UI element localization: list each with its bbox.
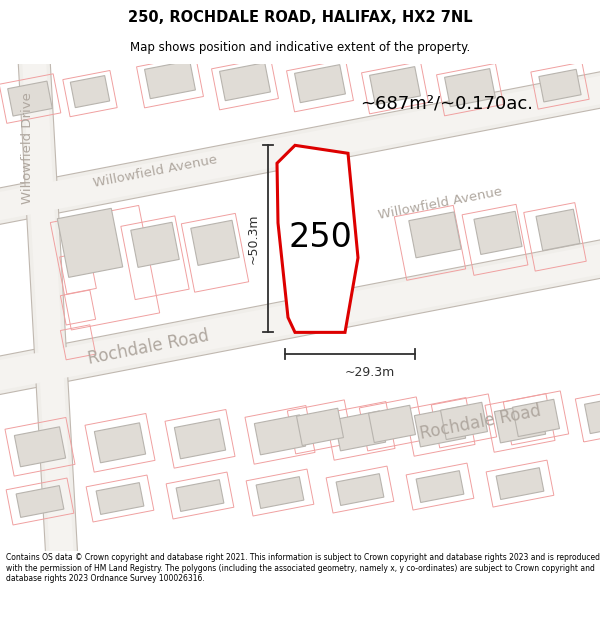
Polygon shape	[496, 468, 544, 499]
Polygon shape	[8, 81, 52, 116]
Polygon shape	[296, 408, 343, 446]
Polygon shape	[336, 474, 384, 506]
Polygon shape	[440, 402, 487, 439]
Text: Contains OS data © Crown copyright and database right 2021. This information is : Contains OS data © Crown copyright and d…	[6, 553, 600, 583]
Text: ~687m²/~0.170ac.: ~687m²/~0.170ac.	[360, 94, 533, 112]
Polygon shape	[277, 146, 358, 332]
Polygon shape	[494, 403, 545, 443]
Polygon shape	[70, 76, 110, 108]
Polygon shape	[0, 74, 600, 222]
Polygon shape	[0, 242, 600, 392]
Polygon shape	[191, 220, 239, 266]
Text: Willowfield Drive: Willowfield Drive	[22, 92, 35, 204]
Text: Rochdale Road: Rochdale Road	[418, 401, 542, 442]
Polygon shape	[0, 239, 600, 396]
Text: Willowfield Avenue: Willowfield Avenue	[92, 152, 218, 189]
Polygon shape	[474, 211, 522, 254]
Polygon shape	[16, 486, 64, 518]
Polygon shape	[415, 407, 466, 447]
Polygon shape	[220, 62, 271, 101]
Polygon shape	[512, 399, 559, 437]
Polygon shape	[445, 69, 496, 107]
Polygon shape	[14, 427, 65, 467]
Polygon shape	[416, 471, 464, 502]
Text: Willowfield Avenue: Willowfield Avenue	[377, 184, 503, 221]
Text: ~29.3m: ~29.3m	[345, 366, 395, 379]
Polygon shape	[536, 209, 580, 251]
Polygon shape	[131, 222, 179, 268]
Polygon shape	[175, 419, 226, 459]
Text: 250: 250	[288, 221, 352, 254]
Polygon shape	[584, 396, 600, 434]
Polygon shape	[176, 479, 224, 511]
Polygon shape	[409, 212, 461, 258]
Polygon shape	[22, 53, 74, 562]
Text: ~50.3m: ~50.3m	[247, 214, 260, 264]
Polygon shape	[57, 208, 123, 278]
Polygon shape	[94, 423, 146, 462]
Text: Rochdale Road: Rochdale Road	[86, 327, 210, 368]
Polygon shape	[18, 53, 78, 562]
Text: 250, ROCHDALE ROAD, HALIFAX, HX2 7NL: 250, ROCHDALE ROAD, HALIFAX, HX2 7NL	[128, 11, 472, 26]
Polygon shape	[334, 411, 386, 451]
Polygon shape	[254, 415, 305, 455]
Polygon shape	[145, 61, 196, 99]
Polygon shape	[256, 477, 304, 509]
Polygon shape	[539, 69, 581, 102]
Polygon shape	[0, 71, 600, 226]
Polygon shape	[96, 482, 144, 514]
Polygon shape	[370, 67, 421, 104]
Text: Map shows position and indicative extent of the property.: Map shows position and indicative extent…	[130, 41, 470, 54]
Polygon shape	[368, 405, 415, 442]
Polygon shape	[295, 64, 346, 102]
